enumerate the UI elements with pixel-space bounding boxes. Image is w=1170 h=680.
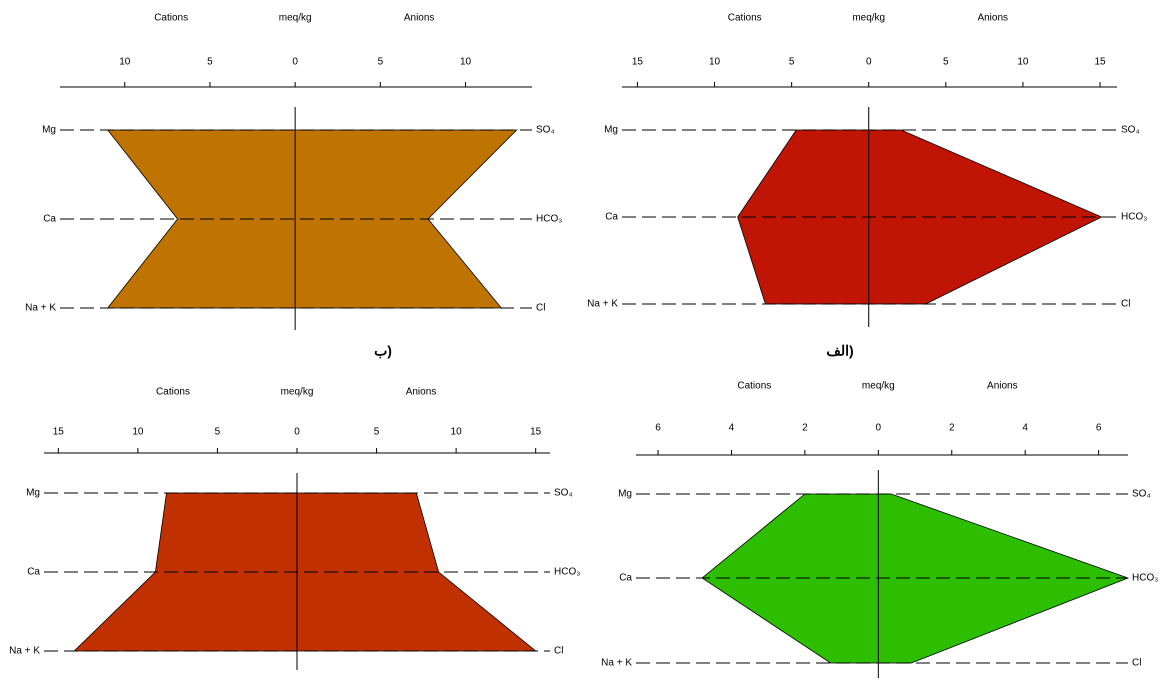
header-label: Cations [728,13,762,24]
x-tick-label: 15 [53,427,65,438]
panel-label: ب) [374,343,392,359]
x-tick-label: 0 [876,423,882,434]
cation-label: Mg [618,489,632,500]
anion-label: HCO₃ [1132,573,1158,584]
header-label: Cations [737,381,771,392]
anion-label: SO₄ [1132,489,1151,500]
header-label: meq/kg [281,387,314,398]
cation-label: Ca [605,212,618,223]
anion-label: SO₄ [554,488,573,499]
header-label: meq/kg [279,13,312,24]
cation-label: Na + K [25,303,56,314]
cation-label: Mg [604,125,618,136]
x-tick-label: 10 [709,57,721,68]
header-label: Anions [977,13,1008,24]
x-tick-label: 10 [460,57,472,68]
anion-label: Cl [1132,658,1141,669]
header-label: Cations [156,387,190,398]
x-tick-label: 10 [451,427,463,438]
anion-label: Cl [536,303,545,314]
x-tick-label: 4 [1022,423,1028,434]
cation-label: Na + K [601,658,632,669]
x-tick-label: 6 [1096,423,1102,434]
x-tick-label: 5 [378,57,384,68]
anion-label: HCO₃ [1121,212,1147,223]
header-label: meq/kg [862,381,895,392]
x-tick-label: 15 [530,427,542,438]
x-tick-label: 0 [292,57,298,68]
cation-label: Na + K [9,646,40,657]
x-tick-label: 0 [294,427,300,438]
anion-label: HCO₃ [536,214,562,225]
header-label: Anions [987,381,1018,392]
x-tick-label: 2 [802,423,808,434]
x-tick-label: 5 [789,57,795,68]
cation-label: Mg [26,488,40,499]
panel-label: الف) [826,343,853,359]
x-tick-label: 5 [943,57,949,68]
anion-label: SO₄ [1121,125,1140,136]
header-label: Anions [404,13,435,24]
cation-label: Na + K [587,299,618,310]
cation-label: Ca [27,567,40,578]
x-tick-label: 4 [729,423,735,434]
header-label: Anions [406,387,437,398]
x-tick-label: 6 [655,423,661,434]
header-label: meq/kg [852,13,885,24]
x-tick-label: 0 [866,57,872,68]
cation-label: Ca [619,573,632,584]
cation-label: Ca [43,214,56,225]
anion-label: Cl [554,646,563,657]
x-tick-label: 2 [949,423,955,434]
anion-label: SO₄ [536,125,555,136]
cation-label: Mg [42,125,56,136]
x-tick-label: 10 [132,427,144,438]
x-tick-label: 5 [374,427,380,438]
x-tick-label: 15 [632,57,644,68]
x-tick-label: 10 [119,57,131,68]
anion-label: Cl [1121,299,1130,310]
header-label: Cations [154,13,188,24]
anion-label: HCO₃ [554,567,580,578]
x-tick-label: 5 [207,57,213,68]
x-tick-label: 10 [1017,57,1029,68]
x-tick-label: 15 [1094,57,1106,68]
x-tick-label: 5 [215,427,221,438]
